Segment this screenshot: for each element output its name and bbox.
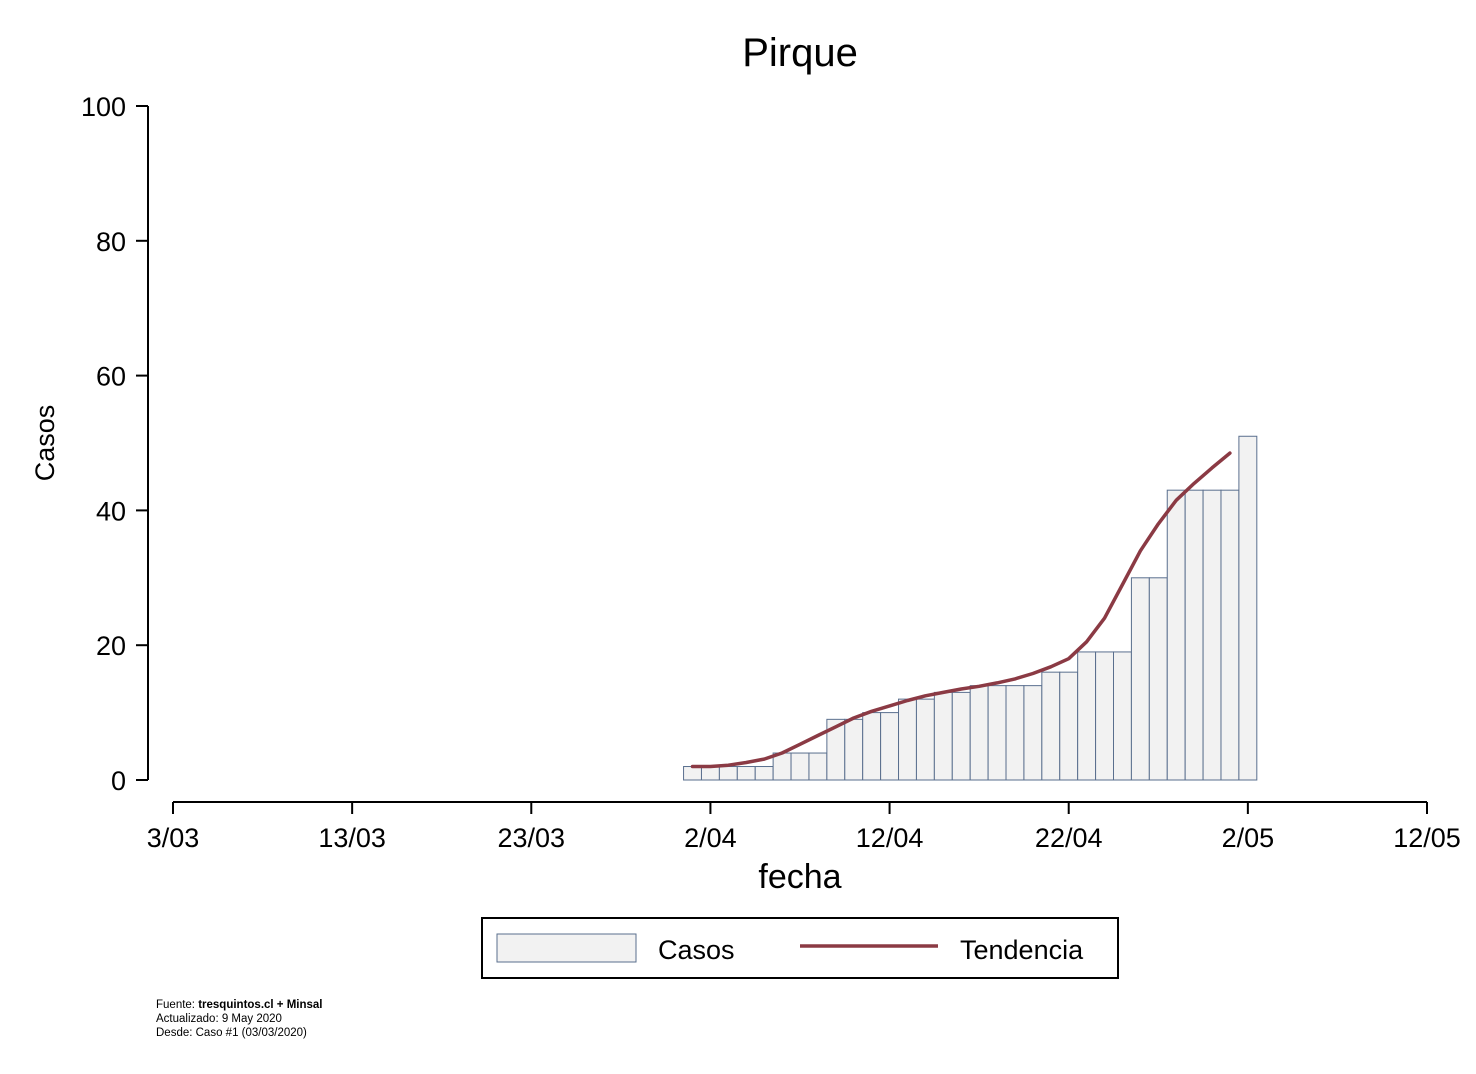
bar	[1005, 685, 1025, 781]
bar	[1130, 577, 1150, 781]
bar	[951, 691, 971, 781]
x-tick-label: 12/05	[1393, 823, 1461, 853]
x-tick-label: 23/03	[497, 823, 565, 853]
footnote: Fuente: tresquintos.cl + Minsal Actualiz…	[156, 998, 323, 1040]
chart-title: Pirque	[742, 31, 858, 75]
y-tick-label: 20	[96, 631, 126, 661]
legend: Casos Tendencia	[481, 917, 1119, 979]
bar	[1184, 489, 1204, 781]
footnote-source: Fuente: tresquintos.cl + Minsal	[156, 999, 323, 1011]
bar	[880, 712, 900, 781]
bar	[1041, 671, 1061, 781]
trend-line	[690, 451, 1232, 769]
y-tick-label: 0	[111, 766, 126, 796]
bar	[1077, 651, 1097, 781]
bar-series	[683, 435, 1258, 781]
bar	[1095, 651, 1114, 781]
x-tick-label: 12/04	[856, 823, 924, 853]
x-axis-label: fecha	[758, 858, 841, 896]
y-axis-label: Casos	[30, 405, 60, 482]
bar	[898, 698, 917, 781]
bar	[1166, 489, 1186, 781]
trend-series	[690, 451, 1232, 769]
y-tick-label: 80	[96, 227, 126, 257]
legend-label-tendencia: Tendencia	[960, 935, 1084, 965]
bar	[683, 766, 702, 781]
y-tick-label: 100	[81, 92, 126, 122]
x-tick-label: 2/05	[1222, 823, 1275, 853]
bar	[808, 752, 828, 781]
bar	[700, 766, 720, 781]
bar	[1113, 651, 1132, 781]
y-axis: 0 20 40 60 80 100	[81, 92, 149, 796]
bar	[772, 752, 792, 781]
bar	[844, 718, 864, 781]
x-tick-label: 22/04	[1035, 823, 1103, 853]
bar	[915, 698, 935, 781]
bar	[790, 752, 810, 781]
x-axis: 3/03 13/03 23/03 2/04 12/04 22/04 2/05 12/05	[147, 801, 1461, 853]
bar	[862, 712, 882, 781]
bar	[1148, 577, 1168, 781]
legend-swatch-casos	[496, 933, 637, 963]
footnote-since: Desde: Caso #1 (03/03/2020)	[156, 1027, 307, 1039]
bar	[1238, 435, 1258, 781]
x-tick-label: 2/04	[684, 823, 737, 853]
y-tick-label: 40	[96, 496, 126, 526]
bar	[1220, 489, 1240, 781]
bar	[1023, 685, 1043, 781]
footnote-updated: Actualizado: 9 May 2020	[156, 1013, 282, 1025]
bar	[718, 766, 738, 781]
bar	[987, 685, 1007, 781]
bar	[969, 685, 989, 781]
y-tick-label: 60	[96, 362, 126, 392]
legend-label-casos: Casos	[658, 935, 735, 965]
bar	[1202, 489, 1222, 781]
bar	[736, 766, 756, 781]
x-tick-label: 13/03	[318, 823, 386, 853]
bar	[754, 766, 774, 781]
bar	[933, 691, 953, 781]
bar	[1059, 671, 1079, 781]
x-tick-label: 3/03	[147, 823, 200, 853]
